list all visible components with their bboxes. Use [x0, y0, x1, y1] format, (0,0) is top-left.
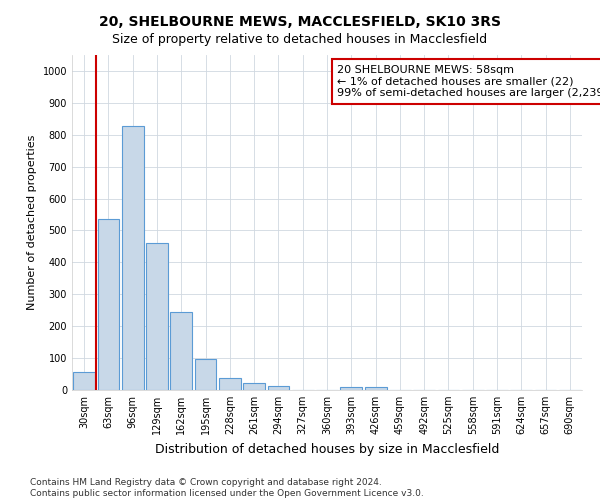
Text: 20 SHELBOURNE MEWS: 58sqm
← 1% of detached houses are smaller (22)
99% of semi-d: 20 SHELBOURNE MEWS: 58sqm ← 1% of detach… — [337, 65, 600, 98]
Bar — [170, 312, 192, 390]
Bar — [268, 386, 289, 390]
X-axis label: Distribution of detached houses by size in Macclesfield: Distribution of detached houses by size … — [155, 442, 499, 456]
Bar — [73, 372, 95, 390]
Bar — [243, 383, 265, 390]
Bar — [146, 243, 168, 390]
Bar — [365, 387, 386, 390]
Bar — [194, 358, 217, 390]
Text: 20, SHELBOURNE MEWS, MACCLESFIELD, SK10 3RS: 20, SHELBOURNE MEWS, MACCLESFIELD, SK10 … — [99, 15, 501, 29]
Bar — [219, 378, 241, 390]
Bar — [340, 387, 362, 390]
Bar — [97, 220, 119, 390]
Y-axis label: Number of detached properties: Number of detached properties — [27, 135, 37, 310]
Text: Contains HM Land Registry data © Crown copyright and database right 2024.
Contai: Contains HM Land Registry data © Crown c… — [30, 478, 424, 498]
Bar — [122, 126, 143, 390]
Text: Size of property relative to detached houses in Macclesfield: Size of property relative to detached ho… — [112, 32, 488, 46]
